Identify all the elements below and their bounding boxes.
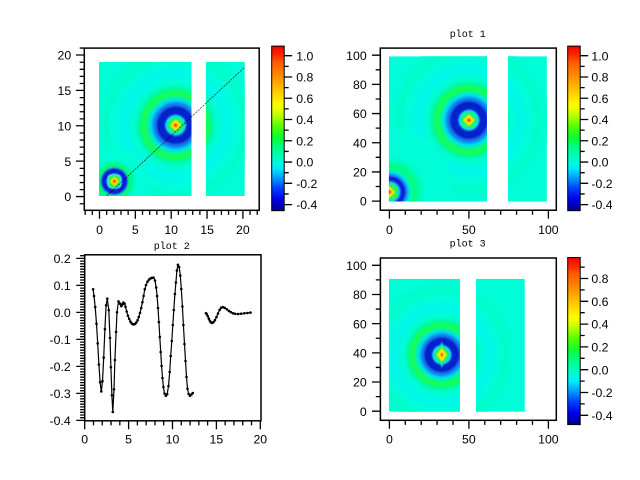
svg-text:0: 0 (96, 223, 103, 237)
svg-text:20: 20 (253, 433, 267, 447)
svg-text:5: 5 (64, 155, 71, 169)
svg-text:-0.2: -0.2 (591, 177, 612, 191)
svg-text:0: 0 (81, 433, 88, 447)
svg-text:10: 10 (58, 119, 72, 133)
svg-text:80: 80 (353, 78, 367, 92)
svg-text:0: 0 (386, 433, 393, 447)
svg-text:0.2: 0.2 (296, 134, 313, 148)
svg-text:0: 0 (360, 405, 367, 419)
svg-text:20: 20 (236, 223, 250, 237)
svg-text:0.4: 0.4 (591, 113, 608, 127)
svg-text:1.0: 1.0 (296, 49, 313, 63)
svg-text:0.6: 0.6 (591, 295, 608, 309)
svg-text:10: 10 (164, 223, 178, 237)
svg-text:0.8: 0.8 (591, 71, 608, 85)
svg-text:0.1: 0.1 (54, 279, 71, 293)
svg-text:-0.4: -0.4 (591, 198, 612, 212)
svg-text:20: 20 (353, 166, 367, 180)
svg-text:0.0: 0.0 (591, 363, 608, 377)
svg-text:50: 50 (462, 223, 476, 237)
svg-text:100: 100 (346, 49, 367, 63)
svg-text:0: 0 (386, 223, 393, 237)
svg-text:100: 100 (538, 223, 559, 237)
svg-text:-0.2: -0.2 (591, 386, 612, 400)
svg-text:80: 80 (353, 288, 367, 302)
svg-text:0.6: 0.6 (296, 92, 313, 106)
svg-text:1.0: 1.0 (591, 49, 608, 63)
svg-text:plot 3: plot 3 (450, 239, 486, 251)
svg-text:-0.4: -0.4 (296, 198, 317, 212)
svg-text:0.2: 0.2 (591, 341, 608, 355)
svg-text:15: 15 (58, 84, 72, 98)
svg-text:0.4: 0.4 (296, 113, 313, 127)
svg-text:15: 15 (200, 223, 214, 237)
svg-text:0.4: 0.4 (591, 318, 608, 332)
svg-text:-0.3: -0.3 (49, 387, 70, 401)
svg-text:0.2: 0.2 (54, 252, 71, 266)
svg-text:20: 20 (353, 376, 367, 390)
svg-text:100: 100 (538, 433, 559, 447)
svg-text:60: 60 (353, 317, 367, 331)
svg-text:0.8: 0.8 (591, 272, 608, 286)
svg-text:10: 10 (166, 433, 180, 447)
svg-text:0.8: 0.8 (296, 71, 313, 85)
svg-text:-0.1: -0.1 (49, 333, 70, 347)
svg-text:0.2: 0.2 (591, 134, 608, 148)
svg-text:100: 100 (346, 259, 367, 273)
svg-text:plot 1: plot 1 (450, 29, 486, 41)
svg-text:15: 15 (210, 433, 224, 447)
svg-text:5: 5 (125, 433, 132, 447)
svg-text:plot 2: plot 2 (154, 241, 190, 253)
svg-text:20: 20 (58, 49, 72, 63)
svg-text:-0.4: -0.4 (49, 414, 70, 428)
svg-text:-0.4: -0.4 (591, 409, 612, 423)
svg-text:60: 60 (353, 107, 367, 121)
svg-text:0.0: 0.0 (296, 156, 313, 170)
svg-text:-0.2: -0.2 (296, 177, 317, 191)
svg-text:-0.2: -0.2 (49, 360, 70, 374)
svg-text:50: 50 (462, 433, 476, 447)
svg-text:0: 0 (360, 195, 367, 209)
svg-text:0.6: 0.6 (591, 92, 608, 106)
svg-text:0.0: 0.0 (591, 156, 608, 170)
svg-text:40: 40 (353, 346, 367, 360)
svg-text:40: 40 (353, 136, 367, 150)
svg-text:0.0: 0.0 (54, 306, 71, 320)
svg-text:0: 0 (64, 190, 71, 204)
svg-text:5: 5 (132, 223, 139, 237)
